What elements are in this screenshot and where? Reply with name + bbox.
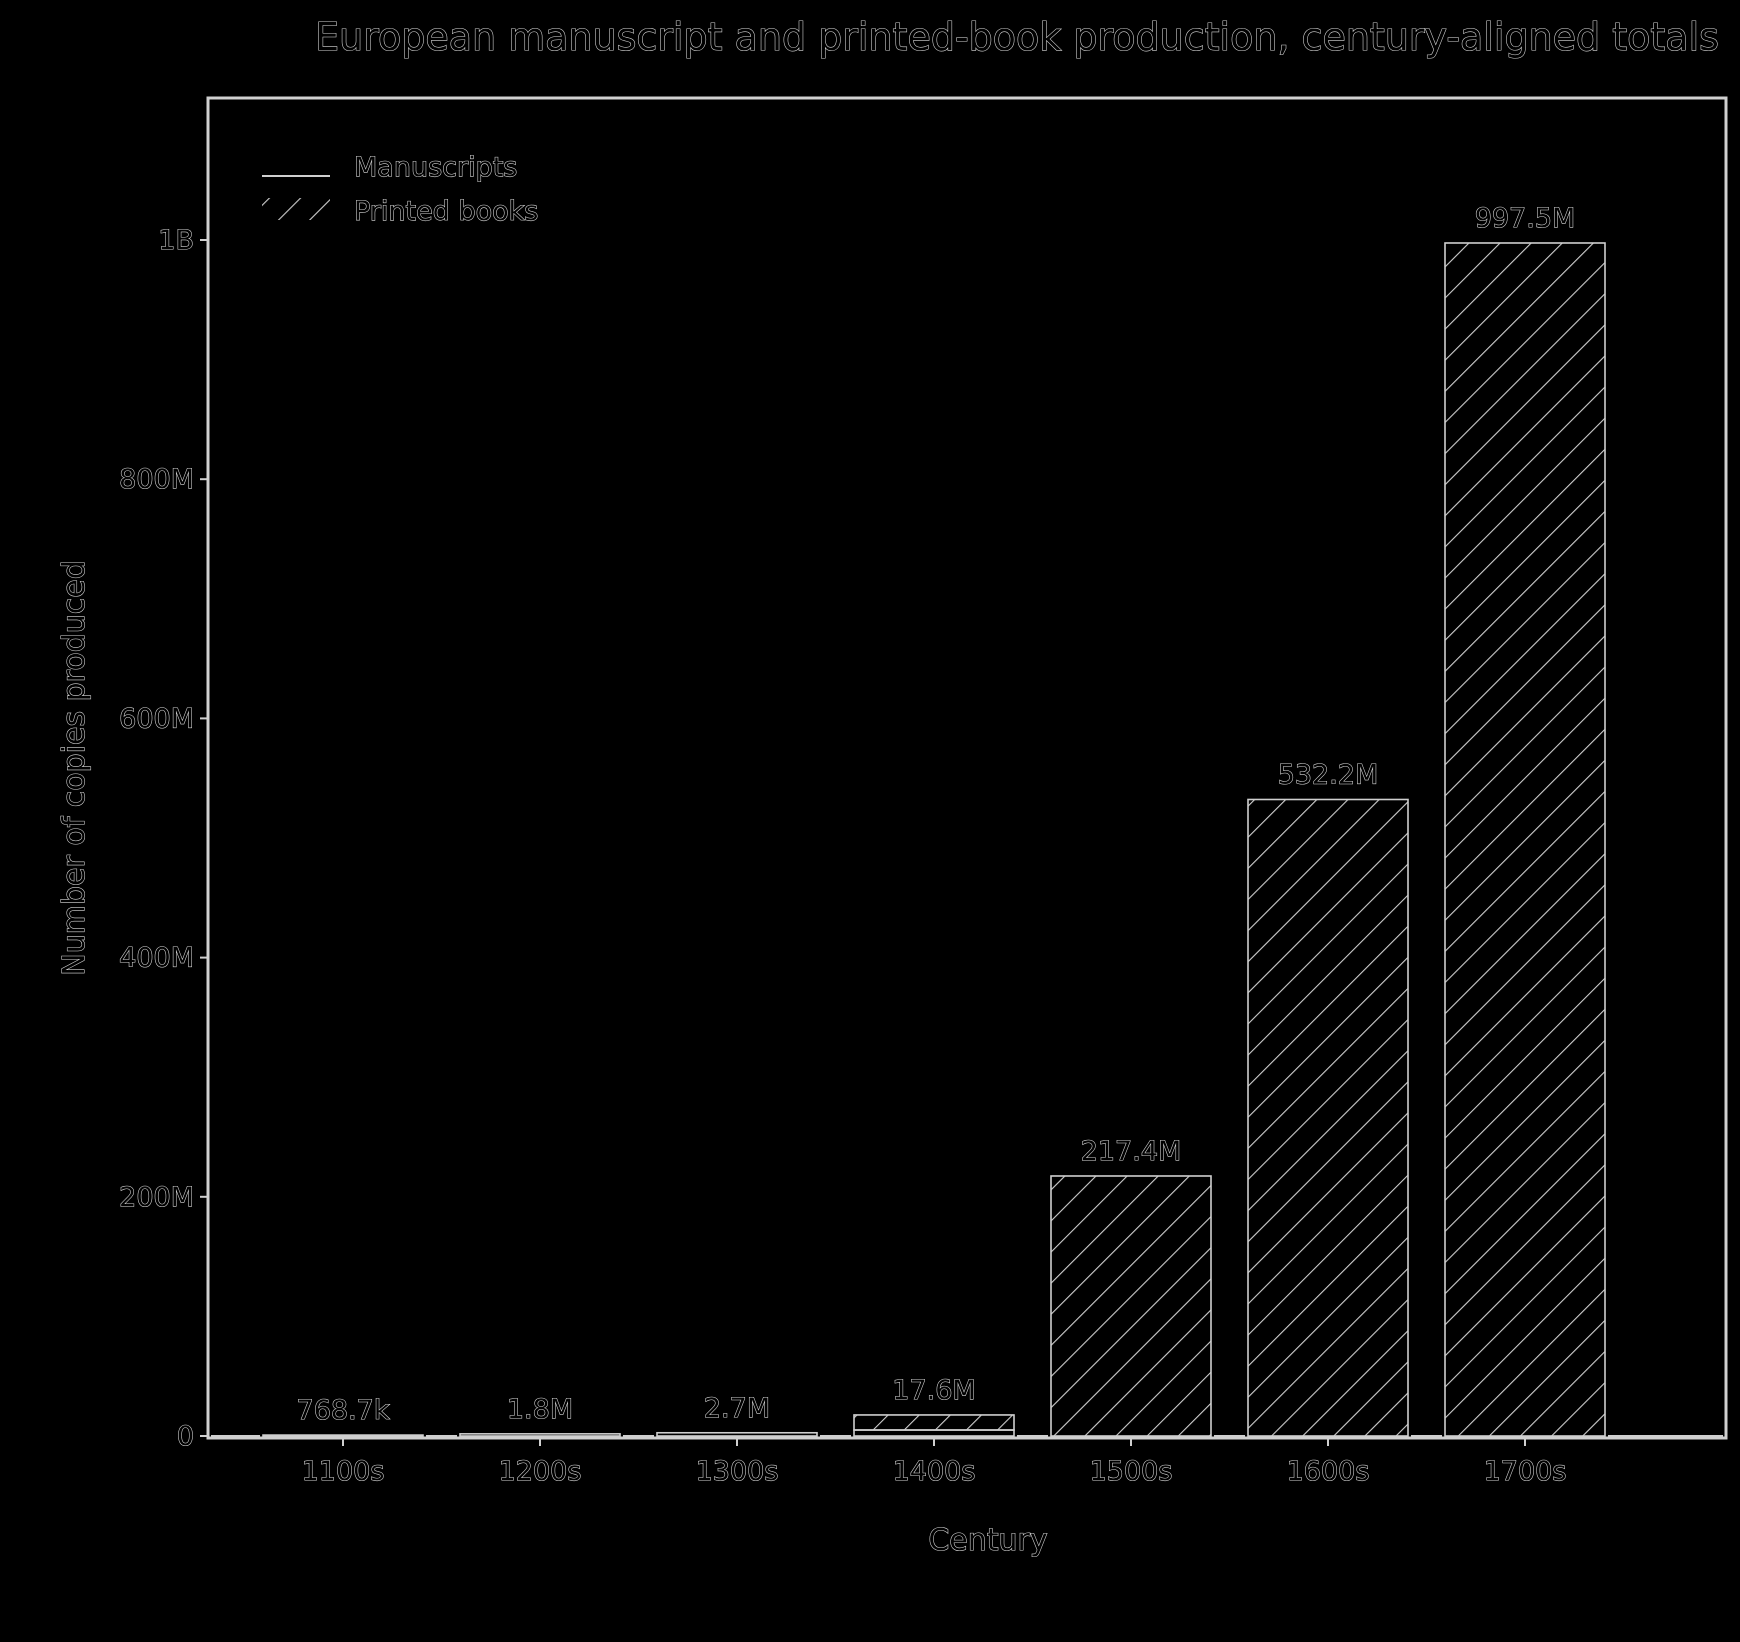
x-tick-label-1200s: 1200s (499, 1456, 582, 1487)
bar-total-label-1400s: 17.6M (892, 1375, 975, 1406)
bar-printed-books-1600s (1247, 798, 1409, 1437)
y-tick-label-5: 1B (158, 225, 194, 256)
legend: Manuscripts Printed books (262, 151, 539, 228)
x-tick-label-1500s: 1500s (1090, 1456, 1173, 1487)
chart-title: European manuscript and printed-book pro… (315, 15, 1719, 59)
bar-total-label-1600s: 532.2M (1278, 759, 1379, 790)
legend-label-manuscripts: Manuscripts (354, 152, 517, 183)
bar-total-label-1200s: 1.8M (507, 1394, 573, 1425)
y-tick-label-1: 200M (119, 1182, 194, 1213)
x-axis-label: Century (928, 1523, 1047, 1558)
x-tick-label-1400s: 1400s (893, 1456, 976, 1487)
bar-manuscripts-1400s (853, 1429, 1015, 1437)
legend-swatch-printed-books (262, 198, 330, 220)
bar-total-label-1300s: 2.7M (704, 1393, 770, 1424)
bar-printed-books-1400s (853, 1414, 1015, 1431)
legend-label-printed-books: Printed books (354, 196, 538, 227)
y-axis-label: Number of copies produced (57, 560, 92, 975)
y-tick-label-0: 0 (177, 1421, 194, 1452)
plot-frame (206, 96, 1728, 1440)
bar-printed-books-1500s (1050, 1175, 1212, 1437)
y-tick-label-2: 400M (119, 943, 194, 974)
bar-total-label-1100s: 768.7k (297, 1395, 390, 1426)
x-tick-label-1600s: 1600s (1287, 1456, 1370, 1487)
x-tick-label-1100s: 1100s (302, 1456, 385, 1487)
y-tick-label-4: 800M (119, 464, 194, 495)
bar-total-label-1500s: 217.4M (1081, 1136, 1182, 1167)
bar-printed-books-1700s (1444, 242, 1606, 1437)
y-axis: 0 200M 400M 600M 800M 1B (119, 224, 208, 1453)
x-axis: 1100s 1200s 1300s 1400s 1500s 1600s 1700s (301, 1438, 1567, 1488)
bar-manuscripts-1100s (262, 1434, 424, 1437)
bars: 768.7k 1.8M 2.7M 17.6M 217.4M 532.2M 997.5M (211, 202, 1723, 1437)
bar-manuscripts-1200s (459, 1433, 621, 1437)
x-tick-label-1300s: 1300s (696, 1456, 779, 1487)
x-tick-label-1700s: 1700s (1484, 1456, 1567, 1487)
y-tick-label-3: 600M (119, 703, 194, 734)
bar-total-label-1700s: 997.5M (1475, 203, 1576, 234)
bar-manuscripts-1300s (656, 1431, 818, 1437)
